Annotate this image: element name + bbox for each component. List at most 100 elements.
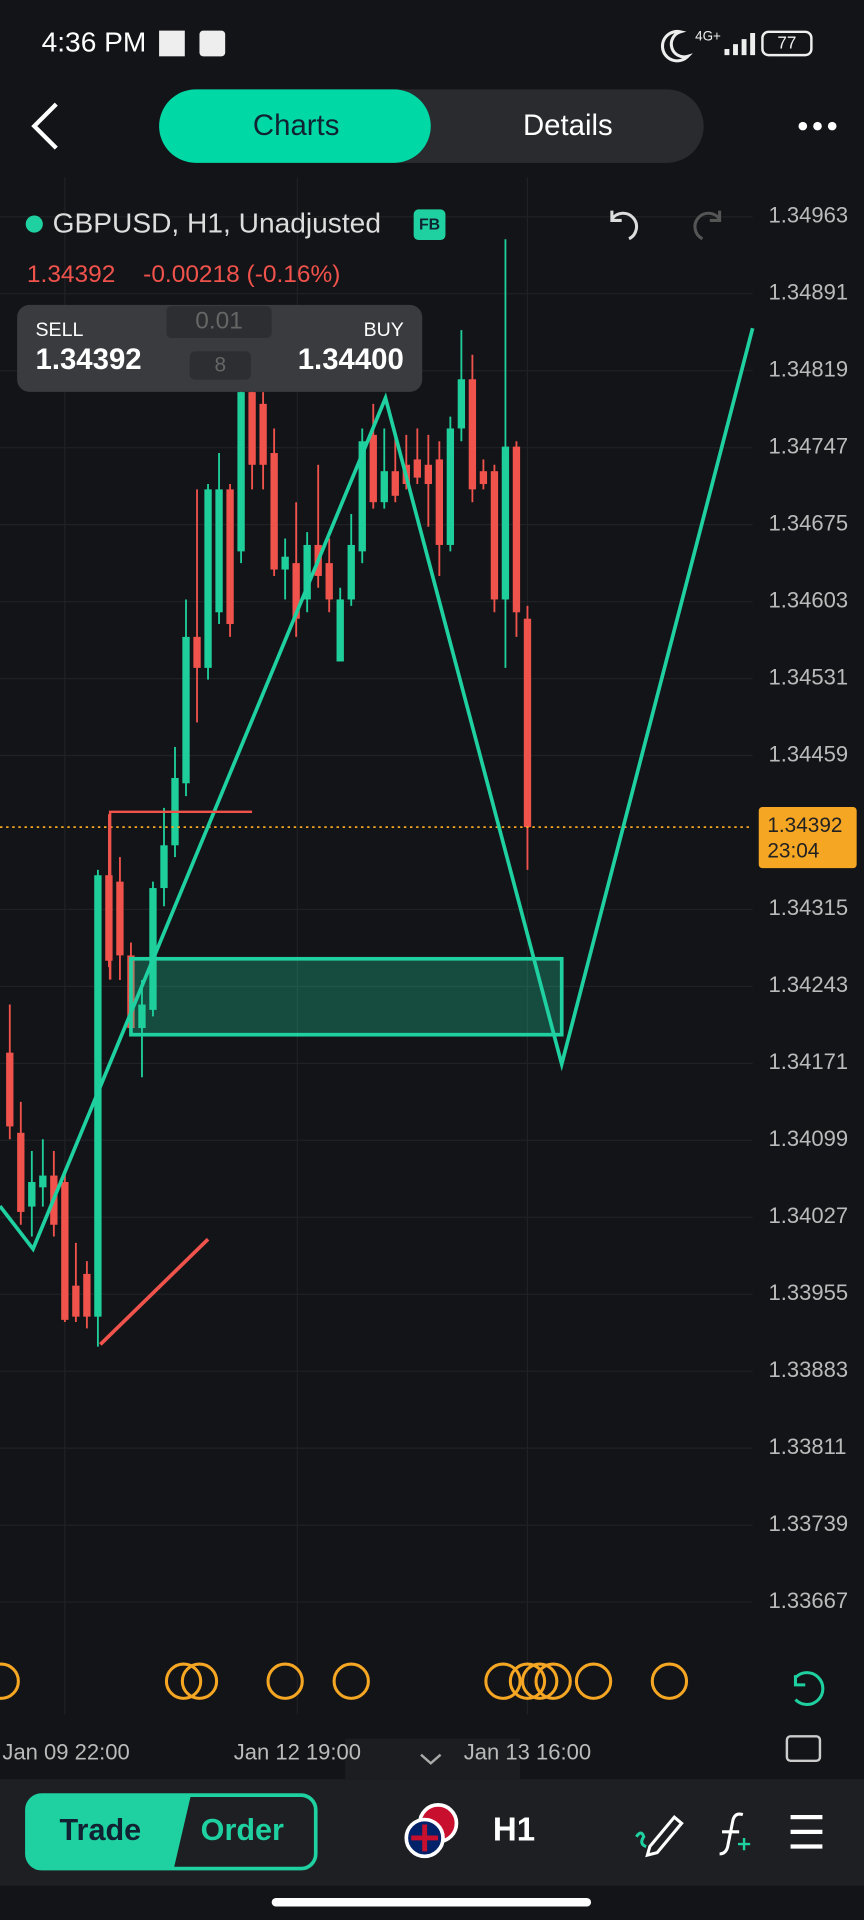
y-tick-label: 1.34747 xyxy=(769,433,849,458)
quote-price: 1.34392 xyxy=(27,261,115,288)
candle-body xyxy=(303,544,311,600)
zigzag-line xyxy=(0,327,755,1253)
status-icon xyxy=(159,30,185,57)
candle-body xyxy=(248,392,256,465)
candle-body xyxy=(292,563,300,619)
candle-body xyxy=(182,636,190,784)
y-tick-label: 1.34315 xyxy=(769,895,849,920)
indicator-plus xyxy=(737,1837,751,1851)
y-tick-label: 1.34459 xyxy=(769,741,849,766)
quote-change: -0.00218 (-0.16%) xyxy=(143,261,340,288)
fullscreen-button[interactable] xyxy=(785,1735,822,1763)
home-indicator xyxy=(271,1897,592,1907)
trade-button[interactable]: Trade xyxy=(60,1813,142,1847)
y-tick-label: 1.34891 xyxy=(769,280,849,305)
status-icon xyxy=(199,30,226,57)
price-badge xyxy=(758,806,857,869)
drawings xyxy=(0,327,755,1346)
candle-body xyxy=(6,1052,14,1127)
candle-body xyxy=(39,1175,47,1188)
reset-button[interactable] xyxy=(793,1671,825,1707)
trade-active[interactable] xyxy=(26,1795,191,1869)
candle-body xyxy=(61,1181,69,1320)
grid xyxy=(0,177,753,1715)
undo-button[interactable] xyxy=(610,210,639,241)
x-label: Jan 12 19:00 xyxy=(234,1739,361,1764)
sell-label[interactable]: SELL xyxy=(35,319,83,341)
crosshair-band xyxy=(345,1738,521,1780)
y-tick-label: 1.34171 xyxy=(769,1049,849,1074)
signal-icon xyxy=(724,33,756,56)
y-tick-label: 1.33667 xyxy=(769,1588,849,1613)
redo-button[interactable] xyxy=(693,210,722,241)
tab-details[interactable]: Details xyxy=(523,109,613,142)
x-label: Jan 09 22:00 xyxy=(2,1739,129,1764)
candle-body xyxy=(83,1273,91,1317)
interval[interactable]: H1 xyxy=(493,1812,535,1849)
countdown: 23:04 xyxy=(767,840,819,863)
y-tick-label: 1.33883 xyxy=(769,1357,849,1382)
indicator-button[interactable] xyxy=(719,1812,744,1856)
flag-cross xyxy=(411,1824,439,1852)
candle-body xyxy=(193,636,201,668)
battery-level: 77 xyxy=(777,33,796,53)
spread: 8 xyxy=(214,354,226,377)
candle-body xyxy=(446,428,455,545)
candle-body xyxy=(17,1132,25,1212)
buy-label[interactable]: BUY xyxy=(364,319,404,341)
event-icons xyxy=(0,1662,689,1700)
x-label: Jan 13 16:00 xyxy=(464,1739,591,1764)
badge-label: FB xyxy=(419,217,440,234)
candle-body xyxy=(28,1181,36,1207)
candle-body xyxy=(149,888,157,1010)
candle-body xyxy=(501,446,510,600)
candle-body xyxy=(138,1004,146,1029)
candle-body xyxy=(457,379,466,429)
menu-button[interactable] xyxy=(790,1815,823,1849)
y-tick-label: 1.34099 xyxy=(769,1126,849,1151)
tab-active[interactable] xyxy=(159,89,431,163)
candle-body xyxy=(347,544,355,600)
buy-price[interactable]: 1.34400 xyxy=(298,343,404,376)
sell-price[interactable]: 1.34392 xyxy=(35,343,141,376)
y-tick-label: 1.34963 xyxy=(769,203,849,228)
back-button[interactable] xyxy=(31,102,58,150)
candle-body xyxy=(380,471,388,503)
candle-body xyxy=(523,618,532,828)
lot-box[interactable] xyxy=(166,306,272,338)
candle-body xyxy=(204,489,212,668)
candle-body xyxy=(160,845,168,889)
more-button[interactable] xyxy=(798,121,837,131)
draw-button[interactable] xyxy=(645,1814,684,1858)
battery-icon xyxy=(761,30,813,57)
candle-body xyxy=(468,379,477,490)
candle-body xyxy=(72,1285,80,1317)
spread-box xyxy=(189,351,251,380)
candle-body xyxy=(270,453,278,570)
order-button[interactable]: Order xyxy=(201,1813,284,1847)
network-label: 4G+ xyxy=(695,28,721,43)
candle-body xyxy=(413,459,421,478)
price-axis: 1.34963 1.34891 1.34819 1.34747 1.34675 1.346… xyxy=(769,203,849,1613)
candle-body xyxy=(424,464,432,485)
collapse-icon[interactable] xyxy=(420,1753,442,1765)
status-time: 4:36 PM xyxy=(42,27,147,58)
candle-body xyxy=(435,459,444,545)
candle-body xyxy=(479,471,488,485)
draw-accent xyxy=(635,1831,647,1848)
lot-size: 0.01 xyxy=(195,308,243,335)
candle-body xyxy=(325,563,333,600)
candle-body xyxy=(512,446,521,613)
symbol-title: GBPUSD, H1, Unadjusted xyxy=(53,208,381,239)
badge xyxy=(413,209,446,240)
y-tick-label: 1.33811 xyxy=(769,1434,847,1459)
candle-body xyxy=(391,471,399,496)
y-tick-label: 1.33739 xyxy=(769,1511,849,1536)
trade-panel xyxy=(17,304,423,392)
candle-body xyxy=(215,489,223,613)
price-badge-value: 1.34392 xyxy=(767,814,842,837)
tab-charts[interactable]: Charts xyxy=(253,109,339,142)
candle-body xyxy=(336,599,344,662)
